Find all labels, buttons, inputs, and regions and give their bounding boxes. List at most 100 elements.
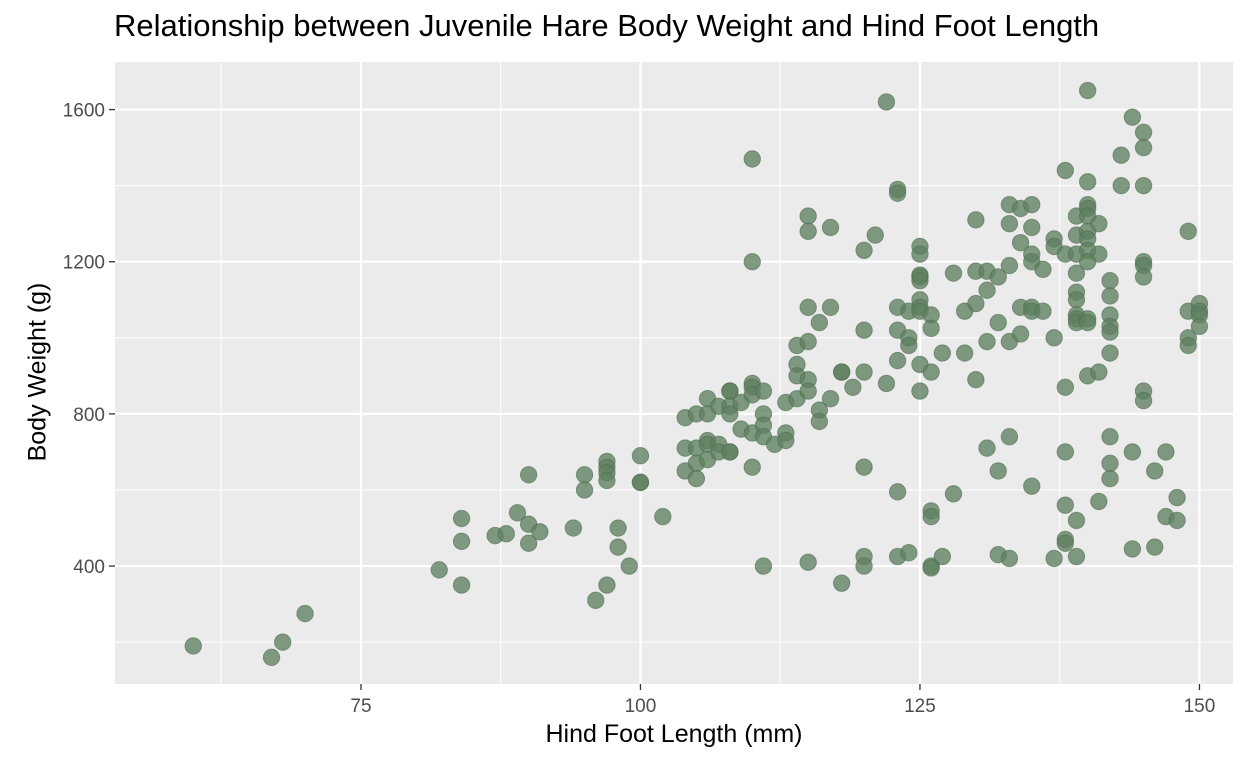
scatter-point <box>1090 492 1108 511</box>
scatter-point <box>654 507 672 526</box>
scatter-point <box>519 534 538 552</box>
scatter-point <box>721 405 739 423</box>
scatter-point <box>877 374 896 393</box>
scatter-point <box>944 264 963 282</box>
scatter-point <box>1134 138 1153 157</box>
scatter-point <box>1011 234 1030 252</box>
scatter-point <box>888 483 907 501</box>
scatter-point <box>866 226 884 244</box>
scatter-point <box>799 207 817 225</box>
scatter-point <box>933 344 952 362</box>
scatter-point <box>1056 378 1075 396</box>
scatter-point <box>900 544 918 562</box>
scatter-point <box>754 557 773 575</box>
scatter-point <box>855 241 873 260</box>
scatter-point <box>1000 549 1019 568</box>
x-axis-title: Hind Foot Length (mm) <box>545 720 803 748</box>
scatter-point <box>1090 245 1108 263</box>
scatter-point <box>184 637 202 655</box>
y-tick-label: 1600 <box>63 101 105 122</box>
scatter-point <box>1067 547 1086 566</box>
scatter-point <box>933 547 952 566</box>
scatter-point <box>1023 477 1041 495</box>
scatter-point <box>430 561 448 579</box>
scatter-point <box>1134 123 1153 142</box>
scatter-point <box>620 557 638 575</box>
scatter-point <box>743 458 761 476</box>
scatter-point <box>922 319 940 337</box>
scatter-point <box>1056 443 1075 461</box>
scatter-point <box>888 351 907 370</box>
scatter-point <box>967 211 985 229</box>
scatter-point <box>911 382 929 400</box>
scatter-point <box>1023 218 1041 237</box>
scatter-point <box>1168 511 1186 530</box>
scatter-point <box>911 272 929 290</box>
scatter-point <box>922 559 940 577</box>
scatter-point <box>1157 443 1175 461</box>
scatter-point <box>598 471 616 490</box>
scatter-point <box>1011 325 1030 343</box>
scatter-point <box>855 557 873 575</box>
scatter-point <box>1078 81 1097 100</box>
scatter-point <box>1134 391 1153 410</box>
scatter-point <box>1101 323 1119 341</box>
scatter-point <box>855 321 873 339</box>
scatter-point <box>1078 173 1097 191</box>
x-tick-label: 75 <box>350 696 371 717</box>
scatter-point <box>1056 496 1075 514</box>
scatter-point <box>967 294 985 313</box>
scatter-point <box>1101 469 1119 488</box>
scatter-point <box>1190 317 1209 336</box>
scatter-point <box>799 553 817 571</box>
scatter-point <box>799 222 817 240</box>
x-tick-label: 100 <box>625 696 657 717</box>
plot-panel <box>115 62 1233 684</box>
scatter-point <box>922 363 940 381</box>
scatter-point <box>1078 313 1097 332</box>
scatter-point <box>967 370 985 389</box>
scatter-point <box>922 507 940 526</box>
scatter-point <box>821 389 840 408</box>
scatter-point <box>1045 329 1063 347</box>
scatter-point <box>844 378 862 396</box>
scatter-point <box>1134 176 1153 195</box>
scatter-point <box>989 313 1007 332</box>
scatter-point <box>631 447 650 465</box>
scatter-point <box>1123 540 1142 558</box>
scatter-point <box>754 382 773 400</box>
scatter-point <box>1090 363 1108 381</box>
scatter-point <box>609 519 627 537</box>
scatter-point <box>833 574 851 592</box>
scatter-point <box>743 253 761 271</box>
scatter-point <box>989 268 1007 286</box>
scatter-point <box>452 576 471 594</box>
scatter-point <box>631 473 650 492</box>
y-tick-label: 400 <box>73 557 105 578</box>
scatter-point <box>1146 462 1164 480</box>
scatter-point <box>978 439 996 457</box>
scatter-point <box>955 344 974 362</box>
scatter-point <box>1056 534 1075 552</box>
scatter-point <box>575 466 594 484</box>
scatter-point <box>1000 214 1019 233</box>
scatter-point <box>1168 488 1186 507</box>
scatter-point <box>508 504 527 522</box>
scatter-point <box>833 363 851 381</box>
scatter-point <box>452 509 471 528</box>
scatter-point <box>799 332 817 351</box>
x-tick-label: 150 <box>1184 696 1216 717</box>
scatter-point <box>1101 344 1119 362</box>
scatter-point <box>274 633 292 651</box>
scatter-point <box>587 591 605 610</box>
scatter-point <box>877 93 896 111</box>
scatter-point <box>1045 549 1063 568</box>
scatter-point <box>1179 222 1197 240</box>
scatter-point <box>1112 176 1130 195</box>
scatter-point <box>1034 302 1052 320</box>
scatter-point <box>1179 336 1197 355</box>
chart-title: Relationship between Juvenile Hare Body … <box>114 8 1100 43</box>
scatter-point <box>1000 256 1019 275</box>
scatter-point <box>1101 428 1119 446</box>
